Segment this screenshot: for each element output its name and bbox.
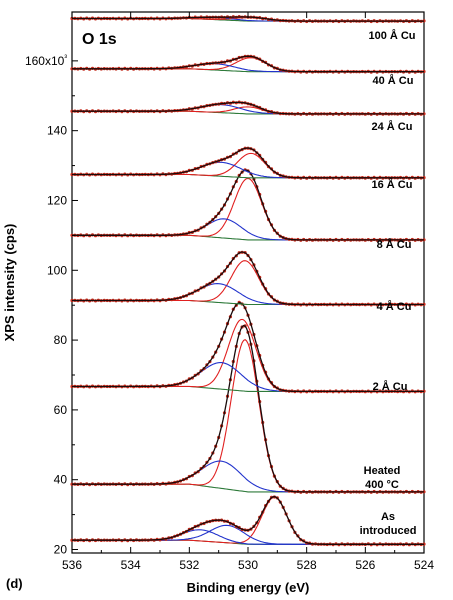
fit-envelope xyxy=(72,302,424,393)
data-points xyxy=(70,54,426,74)
spectrum-label: 24 Å Cu xyxy=(372,120,413,133)
x-tick-label: 524 xyxy=(414,558,434,572)
y-tick-label: 120 xyxy=(47,193,67,207)
y-axis-title: XPS intensity (cps) xyxy=(2,224,17,342)
spectrum-7 xyxy=(70,54,426,74)
x-tick-label: 530 xyxy=(238,558,258,572)
spectrum-6 xyxy=(70,100,426,116)
x-axis-title: Binding energy (eV) xyxy=(187,580,310,595)
spectrum-labels-group: As introduced Heated 400 °C 2 Å Cu 4 Å Cu 8 Å … xyxy=(360,29,417,537)
y-tick-label: 40 xyxy=(54,473,68,487)
spectrum-8 xyxy=(70,15,426,24)
spectra-group xyxy=(70,15,426,547)
spectrum-label: Heated 400 °C xyxy=(364,465,401,491)
spectrum-label: 2 Å Cu xyxy=(373,380,408,393)
spectrum-0 xyxy=(70,495,426,547)
fit-envelope xyxy=(72,324,424,493)
fit-envelope xyxy=(72,55,424,73)
spectrum-label: 16 Å Cu xyxy=(372,178,413,191)
panel-letter: (d) xyxy=(6,576,23,591)
fit-envelope xyxy=(72,147,424,179)
spectrum-3 xyxy=(70,250,426,307)
fit-envelope xyxy=(72,101,424,115)
y-tick-label: 160x10³ xyxy=(25,53,67,68)
fit-envelope xyxy=(72,251,424,306)
component-peak xyxy=(72,496,424,545)
spectrum-4 xyxy=(70,168,426,242)
y-tick-label: 60 xyxy=(54,403,68,417)
spectrum-1 xyxy=(70,324,426,494)
spectrum-5 xyxy=(70,146,426,180)
component-peak xyxy=(72,218,424,241)
x-tick-label: 534 xyxy=(121,558,141,572)
y-tick-label: 140 xyxy=(47,124,67,138)
spectrum-label: 100 Å Cu xyxy=(368,29,415,42)
spectrum-label: As introduced xyxy=(360,511,417,537)
y-tick-label: 80 xyxy=(54,333,68,347)
spectrum-label: 4 Å Cu xyxy=(377,300,412,313)
fit-envelope xyxy=(72,169,424,241)
panel-title: O 1s xyxy=(82,31,117,48)
spectrum-2 xyxy=(70,300,426,394)
x-tick-label: 532 xyxy=(179,558,199,572)
x-tick-label: 536 xyxy=(62,558,82,572)
y-tick-label: 20 xyxy=(54,543,68,557)
x-tick-label: 528 xyxy=(297,558,317,572)
fit-envelope xyxy=(72,496,424,545)
y-tick-label: 100 xyxy=(47,263,67,277)
x-tick-label: 526 xyxy=(355,558,375,572)
axes-group: 536 534 532 530 528 526 524 20 40 60 80 100 120 140 16… xyxy=(25,12,434,572)
spectrum-label: 40 Å Cu xyxy=(373,74,414,87)
spectrum-label: 8 Å Cu xyxy=(377,238,412,251)
